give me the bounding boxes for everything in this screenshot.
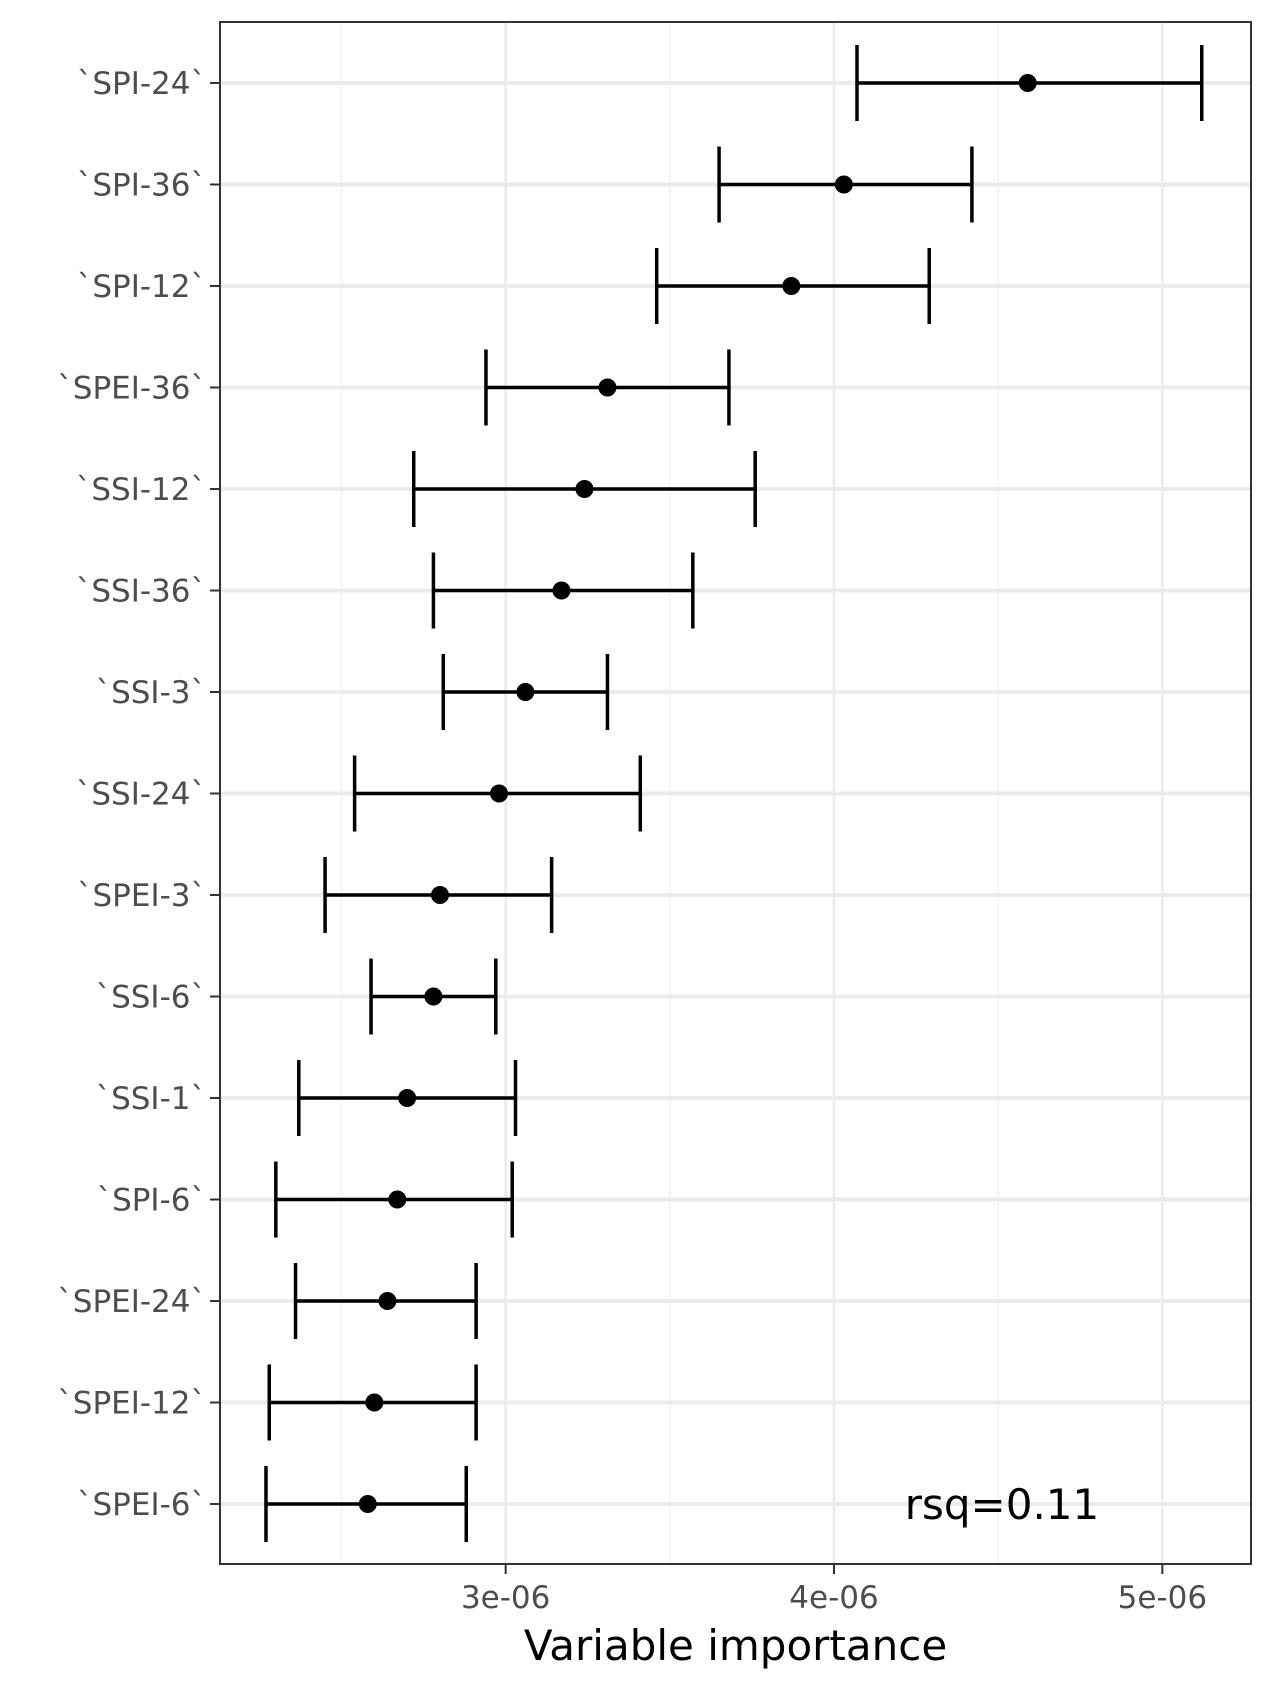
grid-lines [220, 22, 1251, 1564]
y-tick-label: `SPEI-3` [77, 878, 206, 914]
data-point [490, 784, 509, 803]
y-tick-label: `SSI-1` [96, 1081, 206, 1117]
errorbar-group [441, 654, 610, 730]
errorbar-group [717, 146, 974, 223]
errorbar-group [369, 958, 498, 1035]
data-point [782, 277, 801, 295]
data-point [424, 987, 443, 1006]
y-tick-label: `SPEI-24` [57, 1284, 206, 1320]
y-tick-label: `SPI-12` [77, 269, 206, 305]
errorbar-group [293, 1263, 478, 1339]
errorbar-group [431, 552, 695, 629]
x-tick-label: 3e-06 [461, 1580, 550, 1616]
data-point [834, 175, 853, 194]
y-tick-label: `SPEI-12` [57, 1386, 206, 1422]
x-axis-title: Variable importance [524, 1621, 947, 1670]
data-marks [264, 45, 1204, 1542]
data-point [430, 886, 449, 904]
x-tick-label: 5e-06 [1118, 1580, 1207, 1616]
x-axis: 3e-06 4e-06 5e-06 [461, 1564, 1207, 1616]
y-tick-label: `SSI-24` [76, 777, 206, 813]
y-tick-label: `SPEI-6` [77, 1487, 206, 1523]
data-point [516, 683, 535, 701]
errorbar-group [411, 451, 757, 527]
y-tick-label: `SSI-6` [96, 980, 206, 1016]
errorbar-group [484, 349, 731, 426]
errorbar-group [855, 45, 1204, 121]
errorbar-group [297, 1060, 518, 1136]
errorbar-group [264, 1466, 469, 1542]
errorbar-group [267, 1364, 478, 1441]
data-point [552, 581, 571, 600]
data-point [365, 1393, 384, 1412]
y-tick-label: `SPI-24` [77, 66, 206, 102]
data-point [358, 1495, 377, 1513]
errorbar-group [274, 1161, 514, 1238]
y-tick-label: `SPEI-36` [57, 371, 206, 407]
y-tick-label: `SSI-3` [96, 675, 206, 711]
errorbar-group [654, 248, 931, 324]
errorbar-group [352, 755, 643, 832]
rsq-annotation: rsq=0.11 [905, 1480, 1100, 1529]
y-tick-label: `SSI-36` [76, 574, 206, 610]
y-tick-label: `SPI-6` [97, 1183, 206, 1219]
y-tick-label: `SSI-12` [76, 472, 206, 508]
data-point [398, 1089, 417, 1107]
data-point [378, 1292, 397, 1310]
data-point [388, 1190, 407, 1209]
data-point [575, 480, 594, 498]
data-point [598, 378, 617, 397]
data-point [1018, 74, 1037, 92]
y-tick-label: `SPI-36` [77, 168, 206, 204]
y-axis: `SPI-24` `SPI-36` `SPI-12` `SPEI-36` `SSI-12… [57, 66, 220, 1523]
x-tick-label: 4e-06 [789, 1580, 878, 1616]
errorbar-group [323, 857, 554, 933]
